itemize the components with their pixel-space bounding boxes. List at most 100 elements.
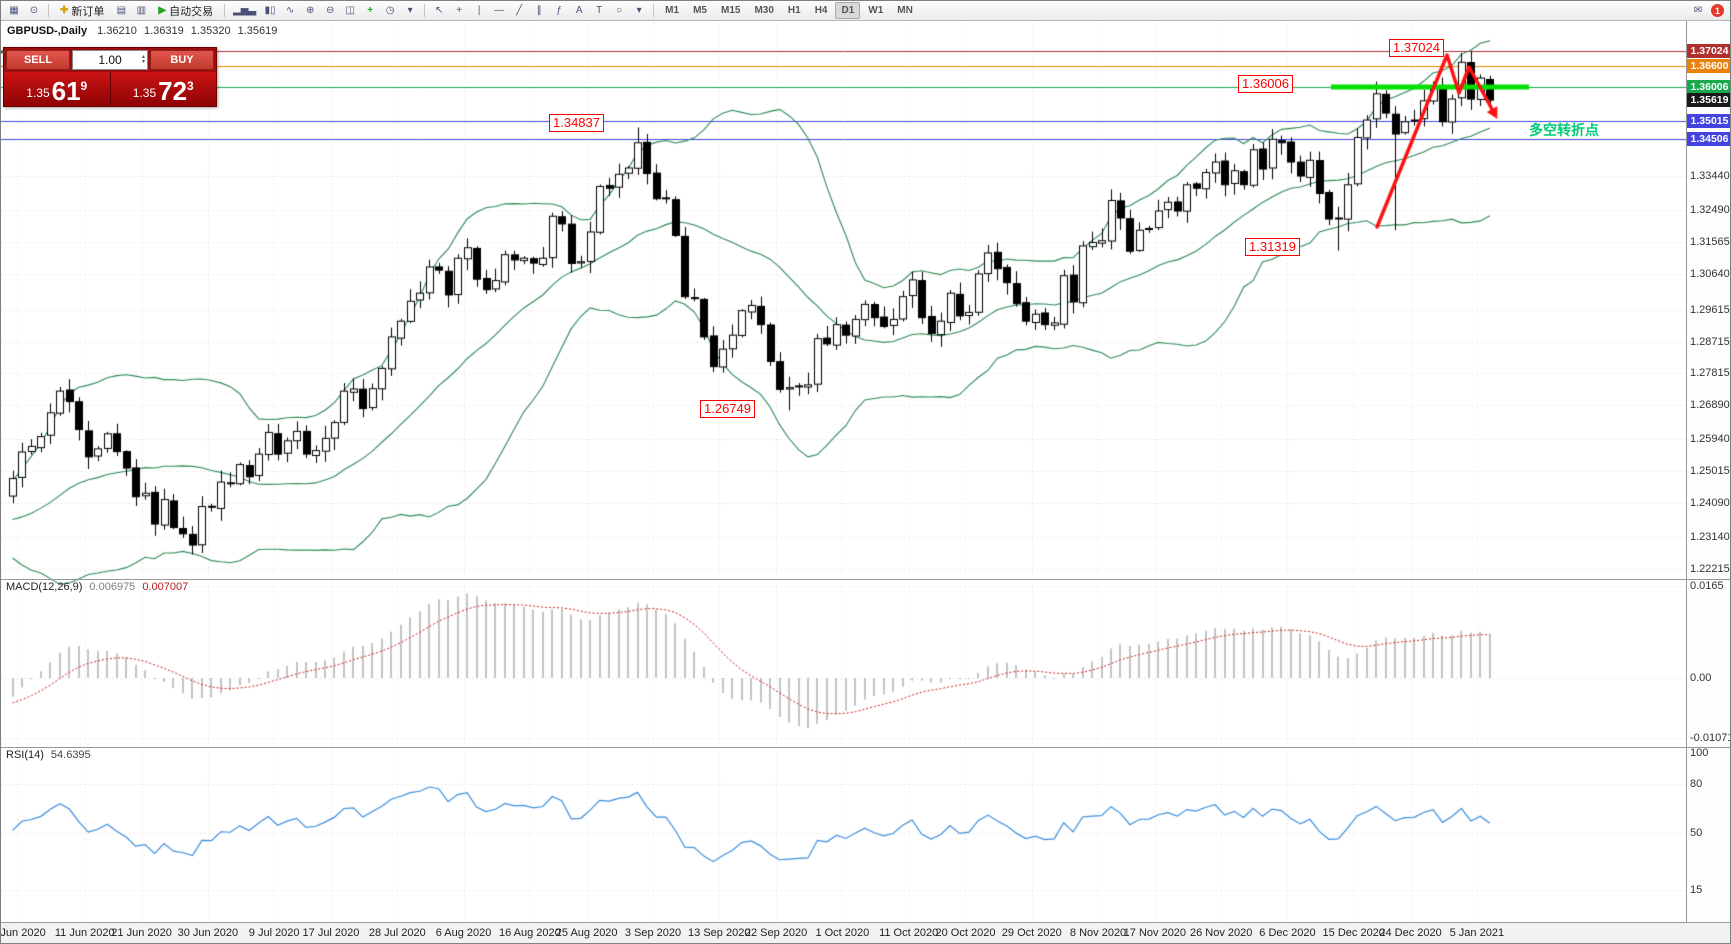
volume-input[interactable]: 1.00 ▴ ▾ [72, 50, 148, 70]
one-click-trading-panel: SELL 1.00 ▴ ▾ BUY 1.35 61 9 1.35 72 3 [3, 47, 217, 107]
buy-button[interactable]: BUY [150, 50, 214, 70]
price-axis-tick: 1.23140 [1690, 530, 1730, 543]
candlestick-type-icon[interactable]: ▮▯ [261, 3, 279, 19]
price-axis [1686, 21, 1730, 922]
volume-stepper[interactable]: ▴ ▾ [142, 52, 145, 68]
arrows-dropdown-icon: ▾ [636, 4, 642, 16]
rsi-axis-tick: 80 [1690, 777, 1703, 790]
volume-down-icon[interactable]: ▾ [141, 59, 145, 65]
timeframe-d1[interactable]: D1 [835, 2, 861, 19]
timeframe-m1[interactable]: M1 [665, 5, 680, 16]
new-order-label: 新订单 [71, 5, 105, 18]
crosshair-icon[interactable]: + [450, 3, 468, 19]
trendline-icon[interactable]: ╱ [510, 3, 528, 19]
zoom-in-icon[interactable]: ⊕ [301, 3, 319, 19]
timeframe-mn[interactable]: MN [897, 5, 913, 16]
bid-pips: 61 [51, 76, 81, 106]
indicators-icon[interactable]: + [361, 3, 379, 19]
line-chart-type-icon[interactable]: ∿ [281, 3, 299, 19]
fibonacci-icon[interactable]: ƒ [550, 3, 568, 19]
bar-chart-type-icon[interactable]: ▂▅▃ [230, 3, 259, 19]
macd-name: MACD(12,26,9) [6, 581, 83, 593]
bid-price[interactable]: 1.35 61 9 [4, 72, 111, 106]
time-axis-label: 24 Dec 2020 [1379, 927, 1442, 939]
bid-point: 9 [80, 79, 88, 93]
timeframe-h1[interactable]: H1 [787, 5, 801, 16]
toolbar-right: ✉ 1 [1689, 3, 1726, 19]
timeframe-m5[interactable]: M5 [693, 5, 707, 16]
templates-dropdown-icon: ▾ [407, 4, 413, 16]
rsi-axis-tick: 100 [1690, 747, 1709, 759]
macd-signal-value: 0.007007 [142, 581, 189, 593]
chart-window-icon[interactable]: ▤ [112, 3, 130, 19]
macd-axis-tick: 0.00 [1690, 672, 1712, 684]
timeframe-m15[interactable]: M15 [720, 5, 741, 16]
new-order-button[interactable]: ✚ 新订单 [54, 3, 110, 19]
price-annotation: 1.37024 [1389, 39, 1444, 57]
zoom-out-icon[interactable]: ⊖ [321, 3, 339, 19]
arrows-dropdown-icon[interactable]: ▾ [630, 3, 648, 19]
time-axis-label: 11 Oct 2020 [879, 927, 939, 939]
macd-axis-tick: 0.0165 [1690, 580, 1724, 593]
time-axis-label: 20 Oct 2020 [935, 927, 996, 939]
tile-windows-icon: ◫ [345, 4, 355, 16]
print-icon[interactable]: ▥ [132, 3, 150, 19]
cursor-icon[interactable]: ↖ [430, 3, 448, 19]
price-axis-tick: 1.26890 [1690, 399, 1730, 412]
print-icon: ▥ [136, 4, 147, 16]
fibonacci-icon: ƒ [556, 4, 562, 16]
rsi-pane-separator[interactable] [1, 747, 1730, 748]
trendline-icon: ╱ [516, 4, 523, 16]
equidistant-channel-icon[interactable]: ∥ [530, 3, 548, 19]
vertical-line-icon[interactable]: ∣ [470, 3, 488, 19]
price-tag: 1.36006 [1687, 79, 1730, 94]
autotrading-button[interactable]: ▶ 自动交易 [152, 3, 219, 19]
vertical-line-icon: ∣ [476, 4, 482, 16]
mail-icon[interactable]: ✉ [1693, 5, 1703, 16]
notification-badge[interactable]: 1 [1711, 4, 1724, 17]
toolbar-separator [48, 4, 49, 17]
timeframe-m30[interactable]: M30 [754, 5, 774, 16]
tile-windows-icon[interactable]: ◫ [341, 3, 359, 19]
one-click-collapse-icon[interactable]: ▸ [1, 47, 6, 56]
timeframe-w1[interactable]: W1 [868, 5, 884, 16]
horizontal-line-icon[interactable]: ― [490, 3, 508, 19]
time-axis-label: 13 Sep 2020 [688, 927, 751, 939]
price-annotation: 1.31319 [1245, 238, 1300, 256]
shapes-icon[interactable]: ○ [610, 3, 628, 19]
new-order-icon: ✚ [60, 4, 69, 16]
symbol-info: GBPUSD-,Daily 1.36210 1.36319 1.35320 1.… [7, 25, 281, 37]
time-axis-label: 25 Aug 2020 [555, 927, 618, 939]
time-axis-label: 11 Jun 2020 [54, 927, 115, 939]
crosshair-icon: + [456, 4, 463, 16]
ohlc-high: 1.36319 [143, 25, 184, 37]
price-tag: 1.36600 [1687, 58, 1730, 73]
ask-point: 3 [187, 79, 194, 93]
turning-point-note: 多空转折点 [1529, 122, 1599, 138]
text-icon[interactable]: A [570, 3, 588, 19]
horizontal-line-icon: ― [494, 4, 505, 16]
price-axis-tick: 1.25940 [1690, 432, 1730, 445]
time-axis-label: 22 Sep 2020 [744, 927, 808, 939]
periods-icon[interactable]: ◷ [381, 3, 399, 19]
timeframe-h4[interactable]: H4 [814, 5, 828, 16]
time-axis-label: 6 Aug 2020 [435, 927, 492, 939]
magnifier-icon[interactable]: ⊙ [25, 3, 43, 19]
ask-prefix: 1.35 [132, 86, 157, 100]
time-axis-label: 29 Oct 2020 [1001, 927, 1062, 939]
ask-price[interactable]: 1.35 72 3 [110, 72, 216, 106]
ask-pips: 72 [158, 76, 188, 106]
label-icon[interactable]: T [590, 3, 608, 19]
templates-dropdown-icon[interactable]: ▾ [401, 3, 419, 19]
volume-up-icon[interactable]: ▴ [141, 54, 145, 60]
sell-button[interactable]: SELL [6, 50, 70, 70]
cursor-icon: ↖ [434, 4, 444, 16]
charts-icon[interactable]: ▦ [5, 3, 23, 19]
equidistant-channel-icon: ∥ [536, 4, 542, 16]
toolbar-separator [424, 4, 426, 17]
macd-pane-separator[interactable] [1, 579, 1730, 580]
time-axis-label: 28 Jul 2020 [368, 927, 426, 939]
